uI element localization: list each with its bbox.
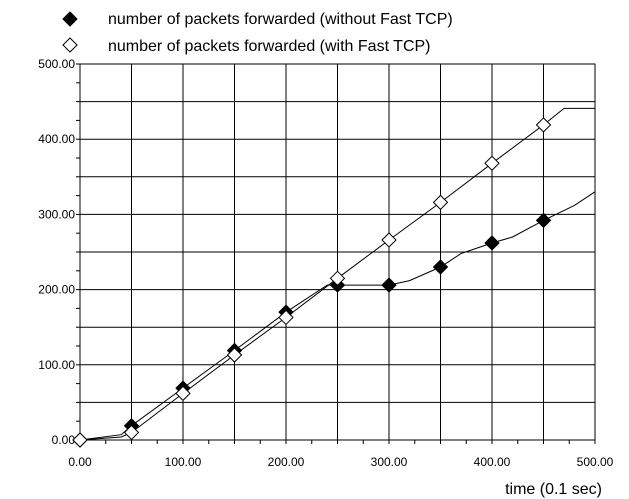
data-point-with-fast-tcp — [329, 270, 346, 287]
data-point-with-fast-tcp — [226, 347, 243, 363]
data-point-with-fast-tcp — [484, 155, 500, 171]
data-point-without-fast-tcp — [381, 277, 397, 293]
x-tick-label: 0.00 — [68, 455, 92, 469]
data-point-with-fast-tcp — [175, 385, 191, 402]
y-axis-ticks: 0.00 100.00 200.00 300.00 400.00 500.00 — [38, 57, 80, 447]
y-tick-label: 500.00 — [38, 57, 75, 71]
data-point-with-fast-tcp — [381, 232, 397, 248]
x-tick-label: 200.00 — [268, 455, 305, 469]
y-tick-label: 200.00 — [38, 283, 75, 297]
x-axis-ticks: 0.00 100.00 200.00 300.00 400.00 500.00 — [68, 440, 614, 469]
data-point-with-fast-tcp — [432, 194, 449, 211]
y-tick-label: 400.00 — [38, 132, 75, 146]
x-tick-label: 300.00 — [371, 455, 408, 469]
grid — [80, 64, 595, 440]
data-point-with-fast-tcp — [72, 432, 88, 448]
x-axis-label: time (0.1 sec) — [505, 481, 602, 498]
legend-label-without-fast-tcp: number of packets forwarded (without Fas… — [108, 11, 453, 28]
legend: number of packets forwarded (without Fas… — [62, 11, 453, 55]
legend-marker-without-fast-tcp — [62, 11, 78, 27]
y-tick-label: 0.00 — [52, 433, 76, 447]
x-tick-label: 500.00 — [577, 455, 614, 469]
data-point-without-fast-tcp — [535, 212, 552, 229]
data-point-with-fast-tcp — [278, 309, 294, 326]
data-point-without-fast-tcp — [432, 259, 449, 275]
x-tick-label: 400.00 — [474, 455, 511, 469]
legend-open-diamond-icon — [62, 37, 78, 53]
x-tick-label: 100.00 — [165, 455, 202, 469]
data-point-with-fast-tcp — [535, 117, 552, 133]
legend-marker-with-fast-tcp — [62, 37, 78, 53]
y-tick-label: 300.00 — [38, 207, 75, 221]
legend-filled-diamond-icon — [62, 11, 78, 27]
series-markers — [72, 117, 552, 448]
legend-label-with-fast-tcp: number of packets forwarded (with Fast T… — [108, 38, 431, 55]
y-tick-label: 100.00 — [38, 358, 75, 372]
data-point-without-fast-tcp — [484, 235, 500, 251]
data-point-with-fast-tcp — [123, 424, 140, 441]
